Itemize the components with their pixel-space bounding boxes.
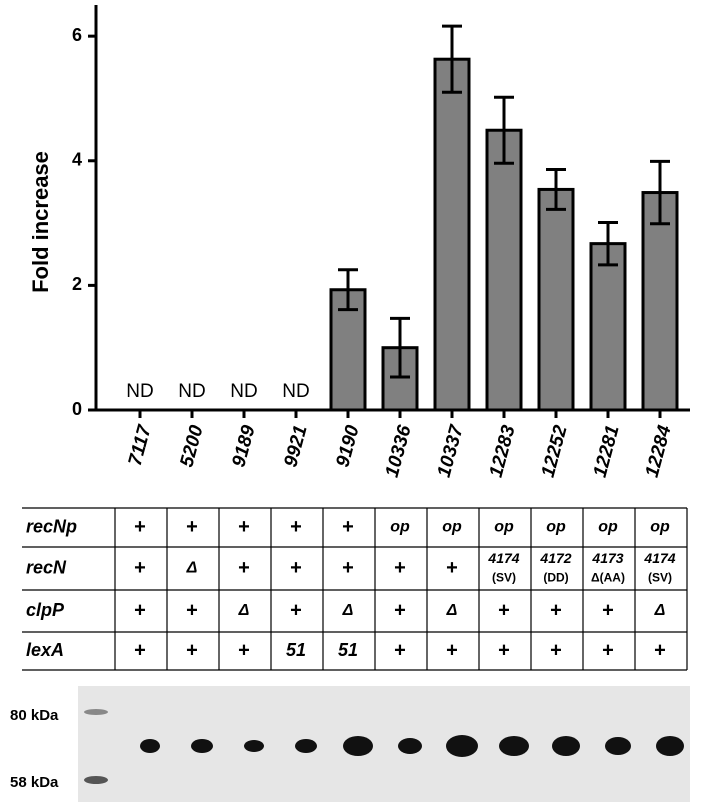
x-tick-label: 12281 <box>590 423 624 479</box>
cell-text: + <box>134 557 146 579</box>
cell-text: + <box>394 639 406 661</box>
gel-band <box>140 739 160 753</box>
cell-text: + <box>550 639 562 661</box>
cell-text: + <box>290 516 302 538</box>
cell-text: + <box>498 599 510 621</box>
cell-text: + <box>134 599 146 621</box>
gel-band <box>295 739 317 753</box>
cell-text: (DD) <box>543 571 568 585</box>
cell-text: + <box>342 557 354 579</box>
x-tick-label: 10336 <box>382 423 416 480</box>
cell-text: op <box>650 519 670 536</box>
cell-text: + <box>134 639 146 661</box>
cell-text: + <box>290 557 302 579</box>
gel-band <box>343 736 373 756</box>
cell-text: Δ <box>238 602 250 619</box>
gel-marker-label: 80 kDa <box>10 707 59 724</box>
x-tick-label: 12283 <box>486 423 520 480</box>
cell-text: + <box>446 639 458 661</box>
cell-text: op <box>546 519 566 536</box>
x-tick-label: 7117 <box>125 422 156 468</box>
cell-text: op <box>598 519 618 536</box>
row-label: recN <box>26 557 67 577</box>
cell-text: + <box>186 516 198 538</box>
cell-text: Δ <box>342 602 354 619</box>
bar <box>589 242 627 412</box>
x-tick-label: 12284 <box>642 423 676 480</box>
x-tick-label: 5200 <box>176 423 207 470</box>
gel-band <box>446 735 478 757</box>
cell-text: + <box>394 599 406 621</box>
cell-text: 51 <box>338 640 358 660</box>
cell-text: op <box>494 519 514 536</box>
bar <box>433 57 471 412</box>
cell-text: + <box>654 639 666 661</box>
gel-band <box>552 736 580 756</box>
cell-text: + <box>550 599 562 621</box>
cell-text: Δ <box>186 560 198 577</box>
cell-text: + <box>602 599 614 621</box>
cell-text: + <box>446 557 458 579</box>
gel-marker-label: 58 kDa <box>10 774 59 791</box>
value-label: ND <box>230 381 257 402</box>
x-tick-label: 9190 <box>332 423 363 470</box>
gel-background <box>78 686 690 802</box>
x-tick-label: 9189 <box>228 423 259 470</box>
gel-band <box>244 740 264 752</box>
cell-text: (SV) <box>492 571 516 585</box>
cell-text: Δ(AA) <box>591 571 625 585</box>
gel-band <box>398 738 422 754</box>
row-label: clpP <box>26 600 65 620</box>
cell-text: + <box>290 599 302 621</box>
cell-text: + <box>602 639 614 661</box>
value-label: ND <box>282 381 309 402</box>
cell-text: Δ <box>446 602 458 619</box>
cell-text: + <box>186 599 198 621</box>
value-label: ND <box>126 381 153 402</box>
cell-text: op <box>390 519 410 536</box>
cell-text: 4174 <box>643 550 675 566</box>
bar <box>537 187 575 412</box>
value-label: ND <box>178 381 205 402</box>
y-tick-label: 4 <box>72 150 82 170</box>
row-label: lexA <box>26 640 64 660</box>
cell-text: + <box>186 639 198 661</box>
gel-band <box>191 739 213 753</box>
cell-text: + <box>394 557 406 579</box>
row-label: recNp <box>26 516 77 536</box>
cell-text: + <box>238 557 250 579</box>
cell-text: + <box>238 516 250 538</box>
gel-band <box>605 737 631 755</box>
y-tick-label: 6 <box>72 25 82 45</box>
y-axis-title: Fold increase <box>28 151 53 293</box>
cell-text: 51 <box>286 640 306 660</box>
y-tick-label: 0 <box>72 399 82 419</box>
cell-text: 4174 <box>487 550 519 566</box>
cell-text: 4173 <box>591 550 623 566</box>
cell-text: + <box>238 639 250 661</box>
cell-text: Δ <box>654 602 666 619</box>
cell-text: + <box>498 639 510 661</box>
gel-band <box>499 736 529 756</box>
x-tick-label: 12252 <box>538 423 572 480</box>
cell-text: op <box>442 519 462 536</box>
ladder-band <box>84 776 108 784</box>
cell-text: + <box>134 516 146 538</box>
x-tick-label: 10337 <box>434 422 468 480</box>
bar <box>485 128 523 412</box>
x-tick-label: 9921 <box>280 423 311 469</box>
cell-text: + <box>342 516 354 538</box>
cell-text: 4172 <box>539 550 571 566</box>
y-tick-label: 2 <box>72 274 82 294</box>
ladder-band <box>84 709 108 715</box>
gel-band <box>656 736 684 756</box>
bar <box>641 191 679 412</box>
cell-text: (SV) <box>648 571 672 585</box>
